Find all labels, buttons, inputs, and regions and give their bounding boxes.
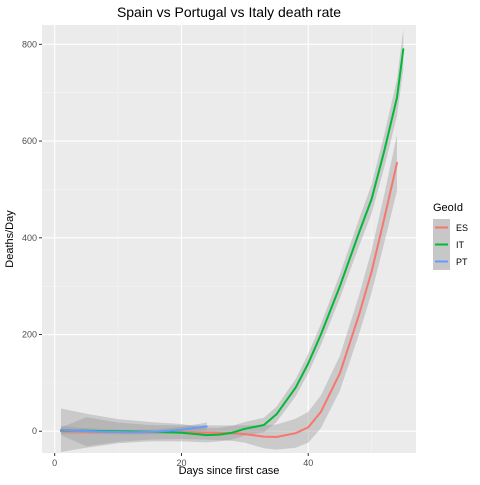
legend-label-it: IT [456,240,465,250]
x-tick-label: 20 [176,458,186,468]
grid-layer [42,25,416,453]
legend: GeoId ES IT PT [433,202,468,270]
series-line-pt [60,425,208,434]
x-axis-label: Days since first case [179,465,280,477]
y-tick-label: 600 [22,136,37,146]
x-tick-label: 0 [52,458,57,468]
legend-title: GeoId [433,202,463,214]
legend-label-es: ES [456,223,468,233]
y-tick-label: 800 [22,39,37,49]
y-axis-label: Deaths/Day [4,210,16,268]
y-tick-label: 400 [22,233,37,243]
x-tick-label: 40 [303,458,313,468]
confidence-band-it [61,28,404,453]
y-tick-label: 0 [32,426,37,436]
plot-panel [42,25,416,453]
y-tick-label: 200 [22,330,37,340]
legend-items: ES IT PT [433,219,468,270]
legend-label-pt: PT [456,257,468,267]
chart-title: Spain vs Portugal vs Italy death rate [117,4,341,20]
series-line-layer [60,48,405,438]
